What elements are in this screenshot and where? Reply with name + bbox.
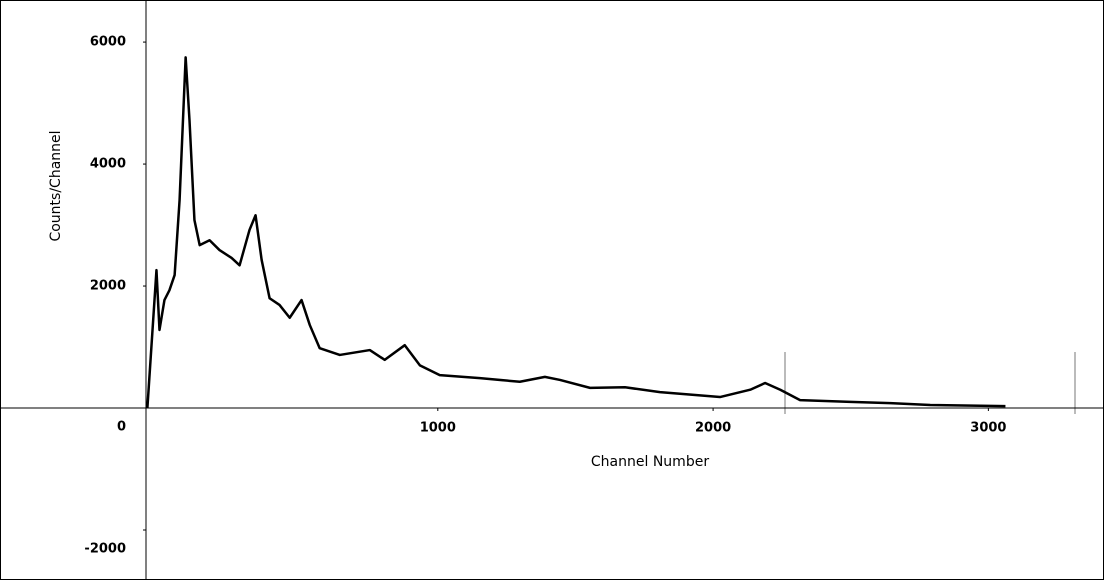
x-tick-label: 1000 xyxy=(420,421,456,436)
y-tick-label: 2000 xyxy=(90,279,126,294)
x-axis-title: Channel Number xyxy=(591,454,709,470)
spectrum-line xyxy=(146,56,1006,409)
y-axis-title: Counts/Channel xyxy=(48,130,64,241)
y-tick-label: 4000 xyxy=(90,157,126,172)
y-tick-label: 0 xyxy=(117,420,126,435)
x-tick-label: 2000 xyxy=(695,421,731,436)
y-tick-label: -2000 xyxy=(84,541,126,556)
y-tick-label: 6000 xyxy=(90,35,126,50)
x-tick-label: 3000 xyxy=(970,421,1006,436)
